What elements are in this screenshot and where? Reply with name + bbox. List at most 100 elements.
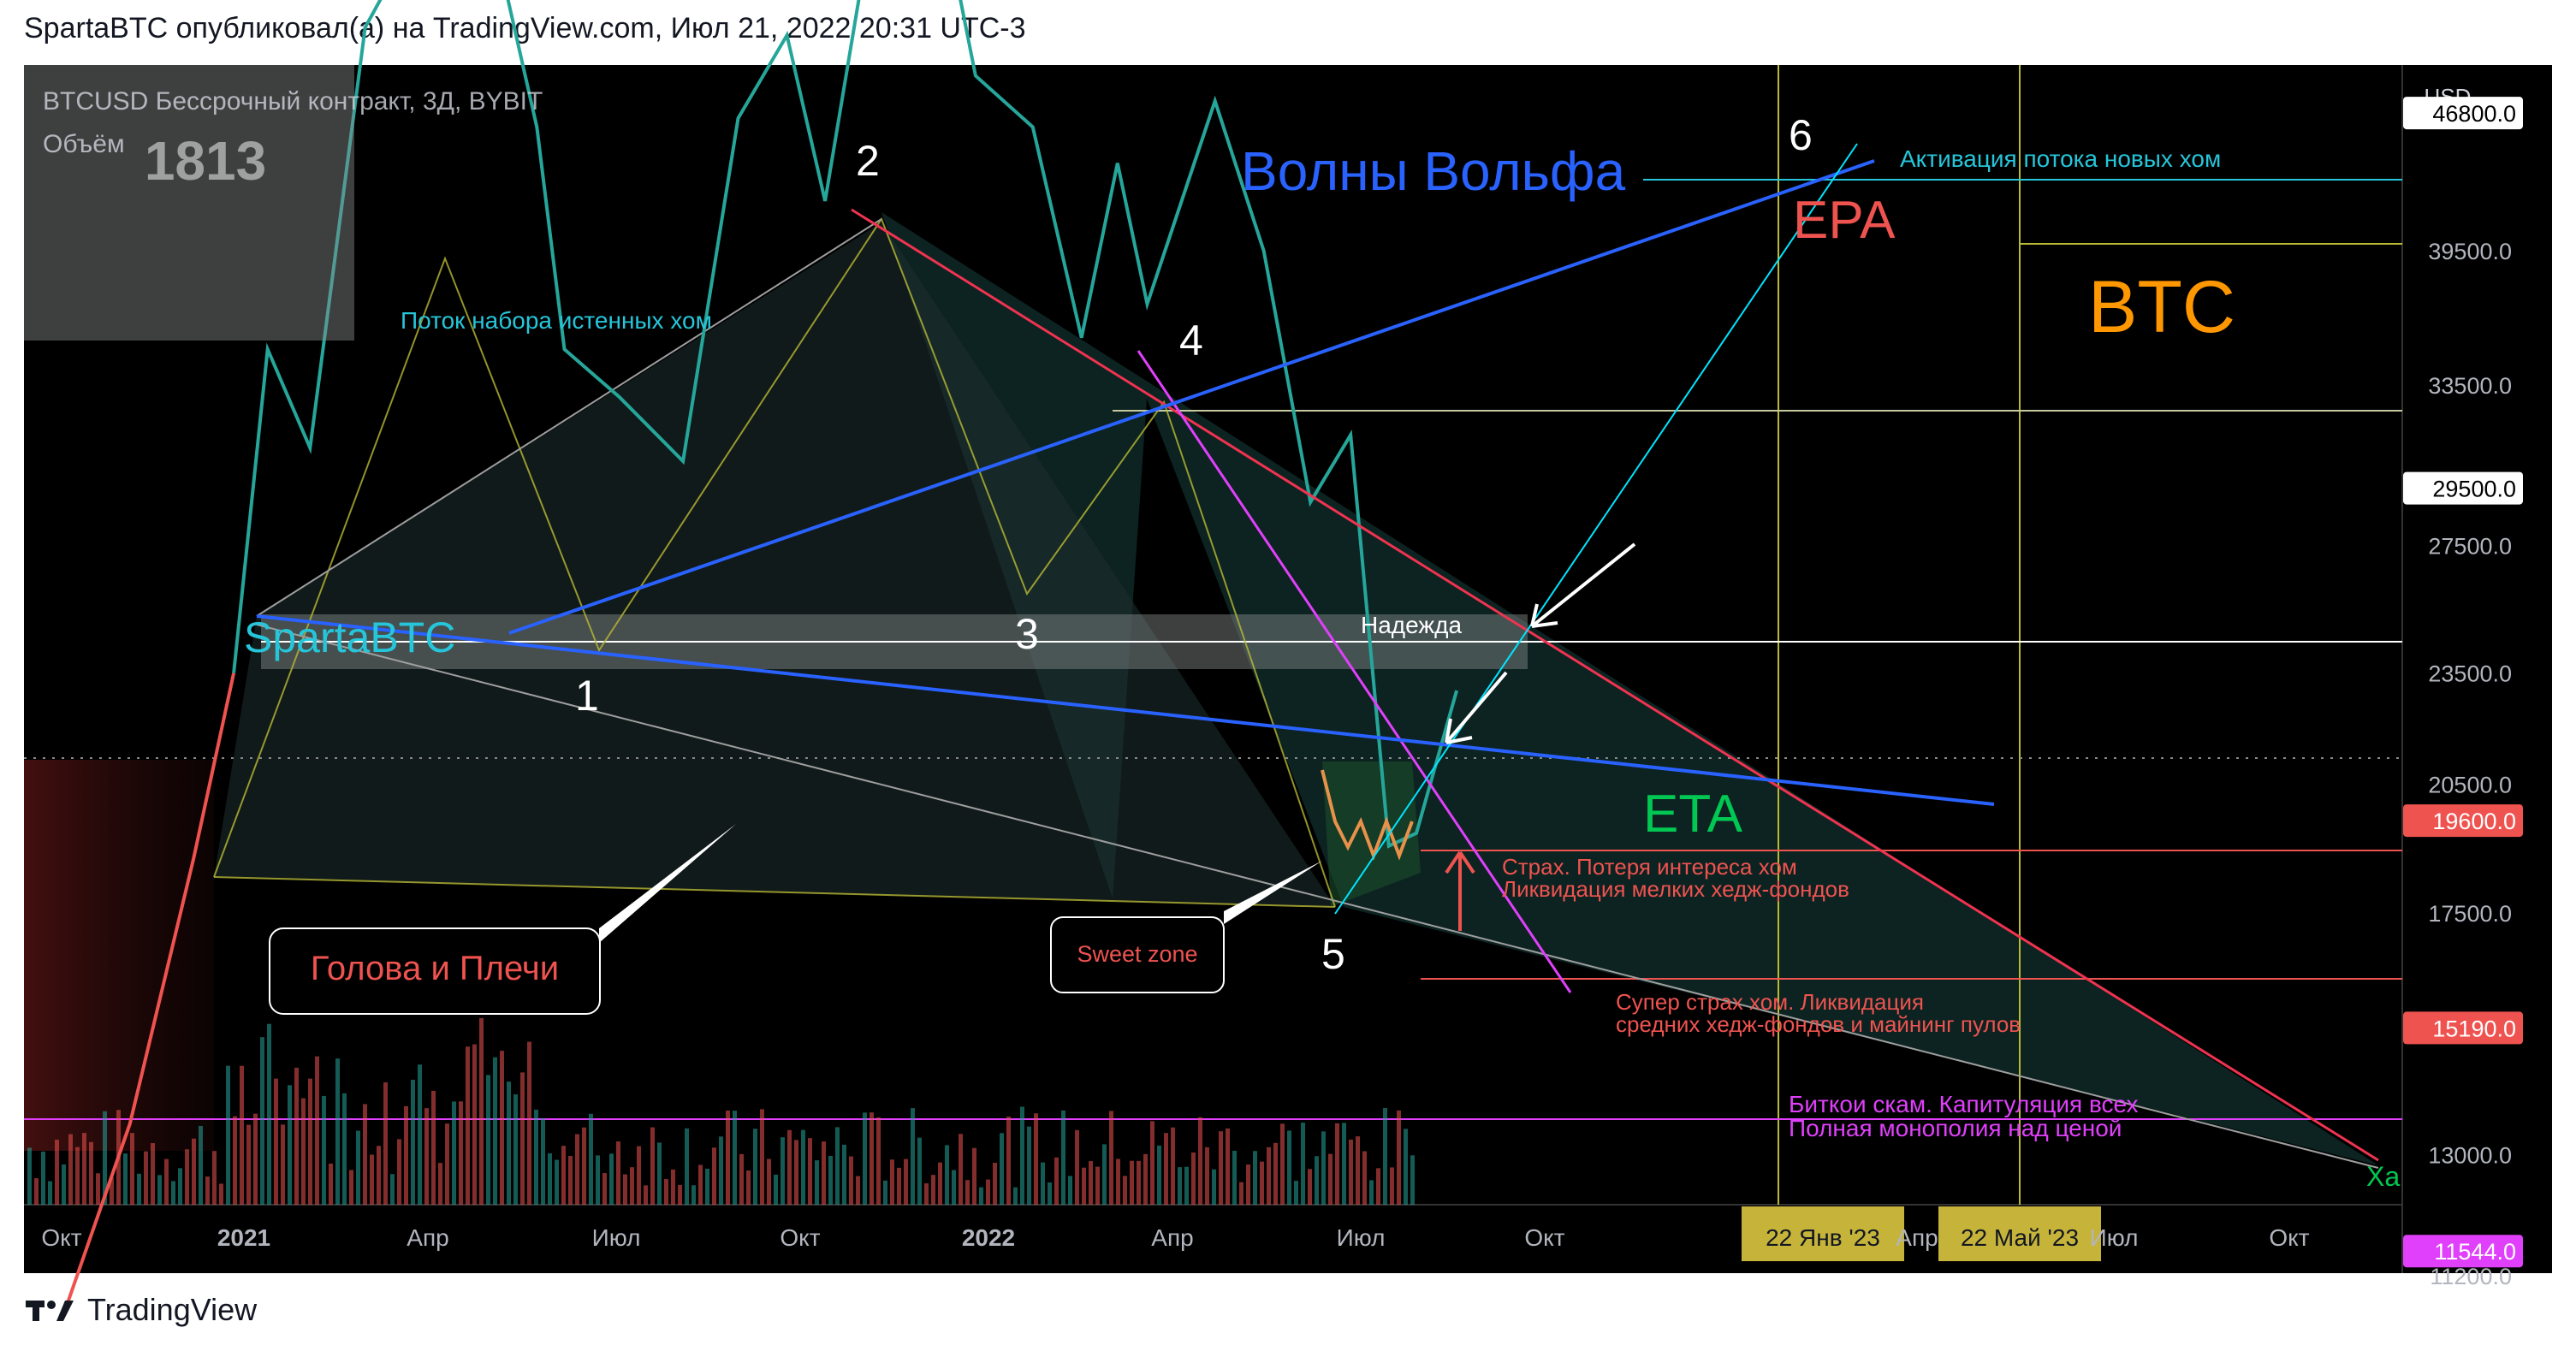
x-tick-label: Июл [2090,1224,2139,1251]
volume-bar [1205,1147,1209,1205]
volume-bar [1089,1161,1093,1205]
volume-bar [609,1153,614,1205]
volume-bar [794,1140,798,1205]
volume-bar [513,1094,518,1205]
wave-point-1: 1 [575,672,599,720]
volume-bar [1082,1167,1086,1205]
y-tick-label: 23500.0 [2428,661,2512,687]
volume-bar [767,1158,771,1205]
volume-bar [856,1176,860,1205]
volume-bar [110,1177,114,1205]
y-tick-label: 11200.0 [2430,1264,2512,1289]
volume-bar [1164,1133,1168,1205]
volume-bar [507,1081,511,1205]
volume-bar [890,1159,894,1205]
btc-label: BTC [2088,266,2235,348]
volume-bar [281,1124,285,1205]
volume-bar [315,1056,319,1205]
volume-bar [288,1085,292,1205]
volume-bar [1198,1117,1202,1205]
volume-bar [199,1125,203,1205]
y-tick-label: 27500.0 [2428,533,2512,559]
volume-bar [390,1174,395,1205]
x-tick-highlight [1742,1206,1904,1261]
time-axis[interactable]: Окт 2021 Апр Июл Окт 2022 Апр Июл Окт 22 Янв '23 А… [41,1206,2310,1261]
volume-bar [75,1147,80,1205]
volume-bar [904,1158,908,1205]
price-tag-label: 11544.0 [2434,1239,2516,1265]
volume-indicator-label[interactable]: Объём [43,130,125,158]
price-line [232,0,1459,849]
x-tick-label: Окт [1524,1224,1564,1251]
volume-bar [308,1078,312,1205]
x-tick-highlight [1938,1206,2101,1261]
tradingview-footer[interactable]: TradingView [26,1292,257,1328]
x-tick-label: 22 Май '23 [1961,1224,2079,1251]
volume-bar [938,1162,942,1205]
epa-label: EPA [1793,191,1896,250]
volume-bar [1390,1167,1394,1205]
volume-bar [1000,1133,1004,1205]
volume-bar [383,1082,388,1205]
volume-bar [27,1147,32,1205]
volume-bar [253,1113,258,1205]
volume-bar [1356,1136,1360,1205]
wolfe-waves-title: Волны Вольфа [1241,140,1626,202]
volume-bar [1219,1131,1223,1205]
volume-bar [1349,1139,1353,1205]
volume-bar [1246,1164,1250,1205]
price-tag-box [2403,471,2523,505]
volume-bar [650,1127,655,1205]
volume-bar [68,1134,73,1205]
volume-bar [1130,1160,1134,1205]
volume-bar [691,1185,696,1205]
volume-bar [226,1065,230,1205]
x-tick-label: Окт [2269,1224,2309,1251]
volume-bar [534,1109,538,1205]
volume-bars [27,1017,1415,1205]
volume-bar [575,1134,579,1205]
volume-bar [1404,1129,1408,1205]
volume-bar [1178,1167,1182,1205]
superfear-label-1: Супер страх хом. Ликвидация [1616,989,1924,1015]
volume-bar [157,1175,162,1205]
volume-bar [41,1151,45,1205]
volume-bar [616,1141,620,1205]
volume-bar [1116,1158,1120,1205]
volume-bar [219,1183,223,1205]
volume-bar [842,1144,846,1205]
volume-bar [698,1164,703,1205]
volume-bar [1321,1131,1326,1205]
volume-bar [1301,1123,1305,1205]
price-tag-label: 29500.0 [2432,477,2516,502]
volume-bar [719,1136,723,1205]
volume-bar [418,1064,422,1205]
volume-bar [849,1156,853,1205]
activation-label: Активация потока новых хом [1900,145,2221,172]
price-line-early [62,673,236,1313]
volume-bar [123,1153,128,1205]
volume-bar [431,1090,436,1205]
x-tick-label: Окт [780,1224,820,1251]
volume-bar [404,1105,408,1205]
volume-bar [870,1112,874,1205]
sweet-zone-label: Sweet zone [1077,941,1197,967]
volume-bar [246,1124,251,1205]
volume-bar [1034,1113,1038,1205]
wolfe-blue-lower [256,614,1995,806]
red-up-arrow [1445,850,1475,931]
x-tick-label: 22 Янв '23 [1766,1224,1880,1251]
symbol-title[interactable]: BTCUSD Бессрочный контракт, 3Д, BYBIT [43,87,543,116]
price-axis[interactable]: 55000.039500.033500.027500.023500.020500… [2428,0,2512,1289]
volume-bar [1280,1123,1285,1205]
volume-bar [726,1110,730,1205]
volume-bar [1383,1108,1387,1205]
volume-bar [828,1155,833,1205]
volume-bar [678,1184,682,1205]
fear-label-2: Ликвидация мелких хедж-фондов [1502,876,1849,902]
volume-bar [48,1181,52,1205]
volume-bar [192,1138,196,1205]
y-tick-label: 13000.0 [2428,1142,2512,1168]
volume-bar [1397,1110,1401,1205]
